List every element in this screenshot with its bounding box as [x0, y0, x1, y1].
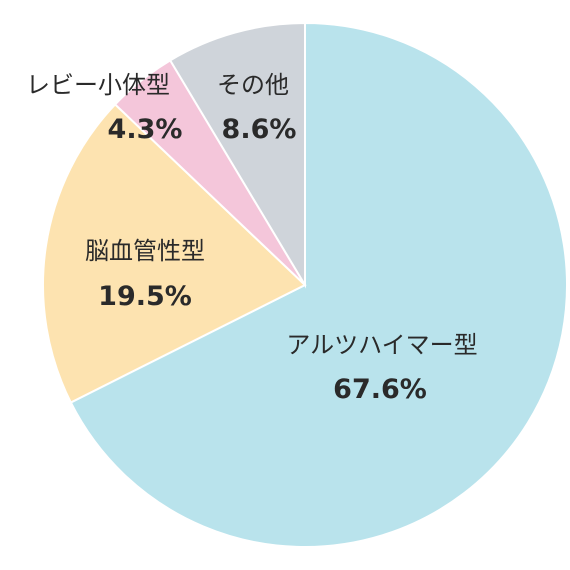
label-lewy-value: 4.3%	[108, 114, 183, 145]
label-vascular-name: 脳血管性型	[85, 237, 205, 265]
slice-vascular	[41, 103, 307, 404]
pie-slices	[41, 21, 568, 548]
label-vascular-value: 19.5%	[98, 281, 192, 312]
pie-labels: アルツハイマー型 67.6% 脳血管性型 19.5% レビー小体型 4.3% そ…	[26, 71, 478, 405]
label-other-name: その他	[217, 71, 289, 99]
label-alzheimer-name: アルツハイマー型	[286, 331, 477, 359]
label-alzheimer-value: 67.6%	[333, 374, 427, 405]
slice-other	[168, 21, 306, 289]
label-other-value: 8.6%	[222, 114, 297, 145]
label-lewy-name: レビー小体型	[26, 71, 170, 99]
slice-alzheimer	[69, 21, 568, 548]
